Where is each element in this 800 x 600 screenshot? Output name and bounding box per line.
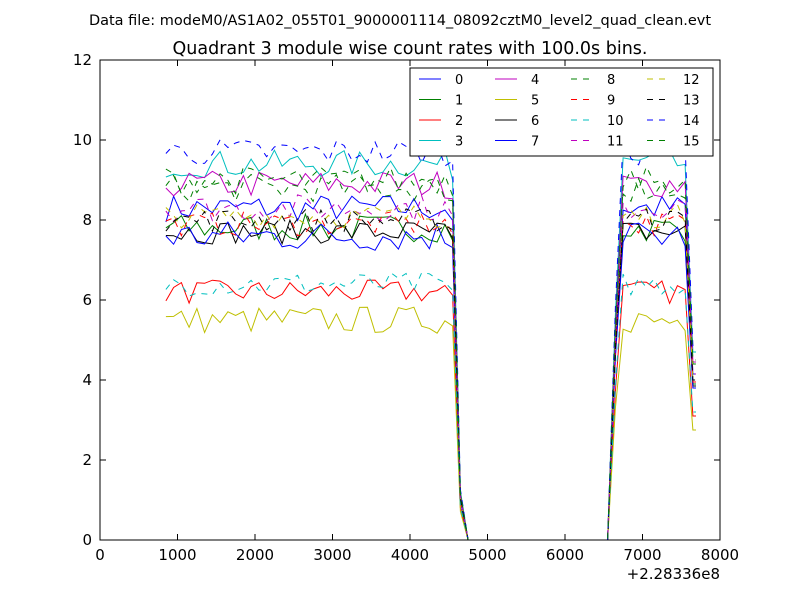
x-tick-label: 3000	[313, 546, 351, 564]
legend-label-3: 3	[455, 135, 463, 150]
series-line-5	[165, 306, 696, 541]
legend-label-5: 5	[531, 94, 539, 109]
axis-ticks: 0 1000 2000 3000 4000 5000 6000 7000 80000246810…	[73, 51, 739, 564]
legend-label-1: 1	[455, 94, 463, 109]
y-tick-label: 12	[73, 51, 92, 69]
legend-label-7: 7	[531, 135, 539, 150]
legend-label-13: 13	[683, 94, 700, 109]
legend-label-4: 4	[531, 73, 539, 88]
legend-label-8: 8	[607, 73, 615, 88]
series-line-9	[165, 211, 696, 541]
y-tick-label: 10	[73, 131, 92, 149]
y-tick-label: 4	[82, 371, 92, 389]
legend-label-15: 15	[683, 135, 700, 150]
chart-title: Quadrant 3 module wise count rates with …	[173, 39, 648, 59]
x-tick-label: 1000	[158, 546, 196, 564]
x-tick-label: 4000	[391, 546, 429, 564]
legend-label-0: 0	[455, 73, 463, 88]
x-offset-label: +2.28336e8	[627, 565, 720, 583]
y-tick-label: 2	[82, 451, 92, 469]
series-line-4	[165, 170, 696, 541]
legend-label-14: 14	[683, 114, 700, 129]
legend-label-9: 9	[607, 94, 615, 109]
legend-box	[409, 67, 714, 157]
plot-series-group	[165, 138, 696, 541]
x-tick-label: 0	[95, 546, 105, 564]
y-tick-label: 8	[82, 211, 92, 229]
suptitle: Data file: modeM0/AS1A02_055T01_90000011…	[89, 13, 711, 29]
legend-label-10: 10	[607, 114, 624, 129]
x-tick-label: 7000	[623, 546, 661, 564]
series-line-8	[165, 173, 696, 541]
x-tick-label: 6000	[546, 546, 584, 564]
y-tick-label: 0	[82, 531, 92, 549]
series-line-15	[165, 165, 696, 541]
legend-label-11: 11	[607, 135, 624, 150]
legend-label-12: 12	[683, 73, 700, 88]
series-line-7	[165, 221, 696, 541]
x-tick-label: 2000	[236, 546, 274, 564]
y-tick-label: 6	[82, 291, 92, 309]
series-line-11	[165, 194, 696, 541]
legend-label-6: 6	[531, 114, 539, 129]
x-tick-label: 5000	[468, 546, 506, 564]
series-line-13	[165, 208, 696, 541]
legend-label-2: 2	[455, 114, 463, 129]
x-tick-label: 8000	[701, 546, 739, 564]
